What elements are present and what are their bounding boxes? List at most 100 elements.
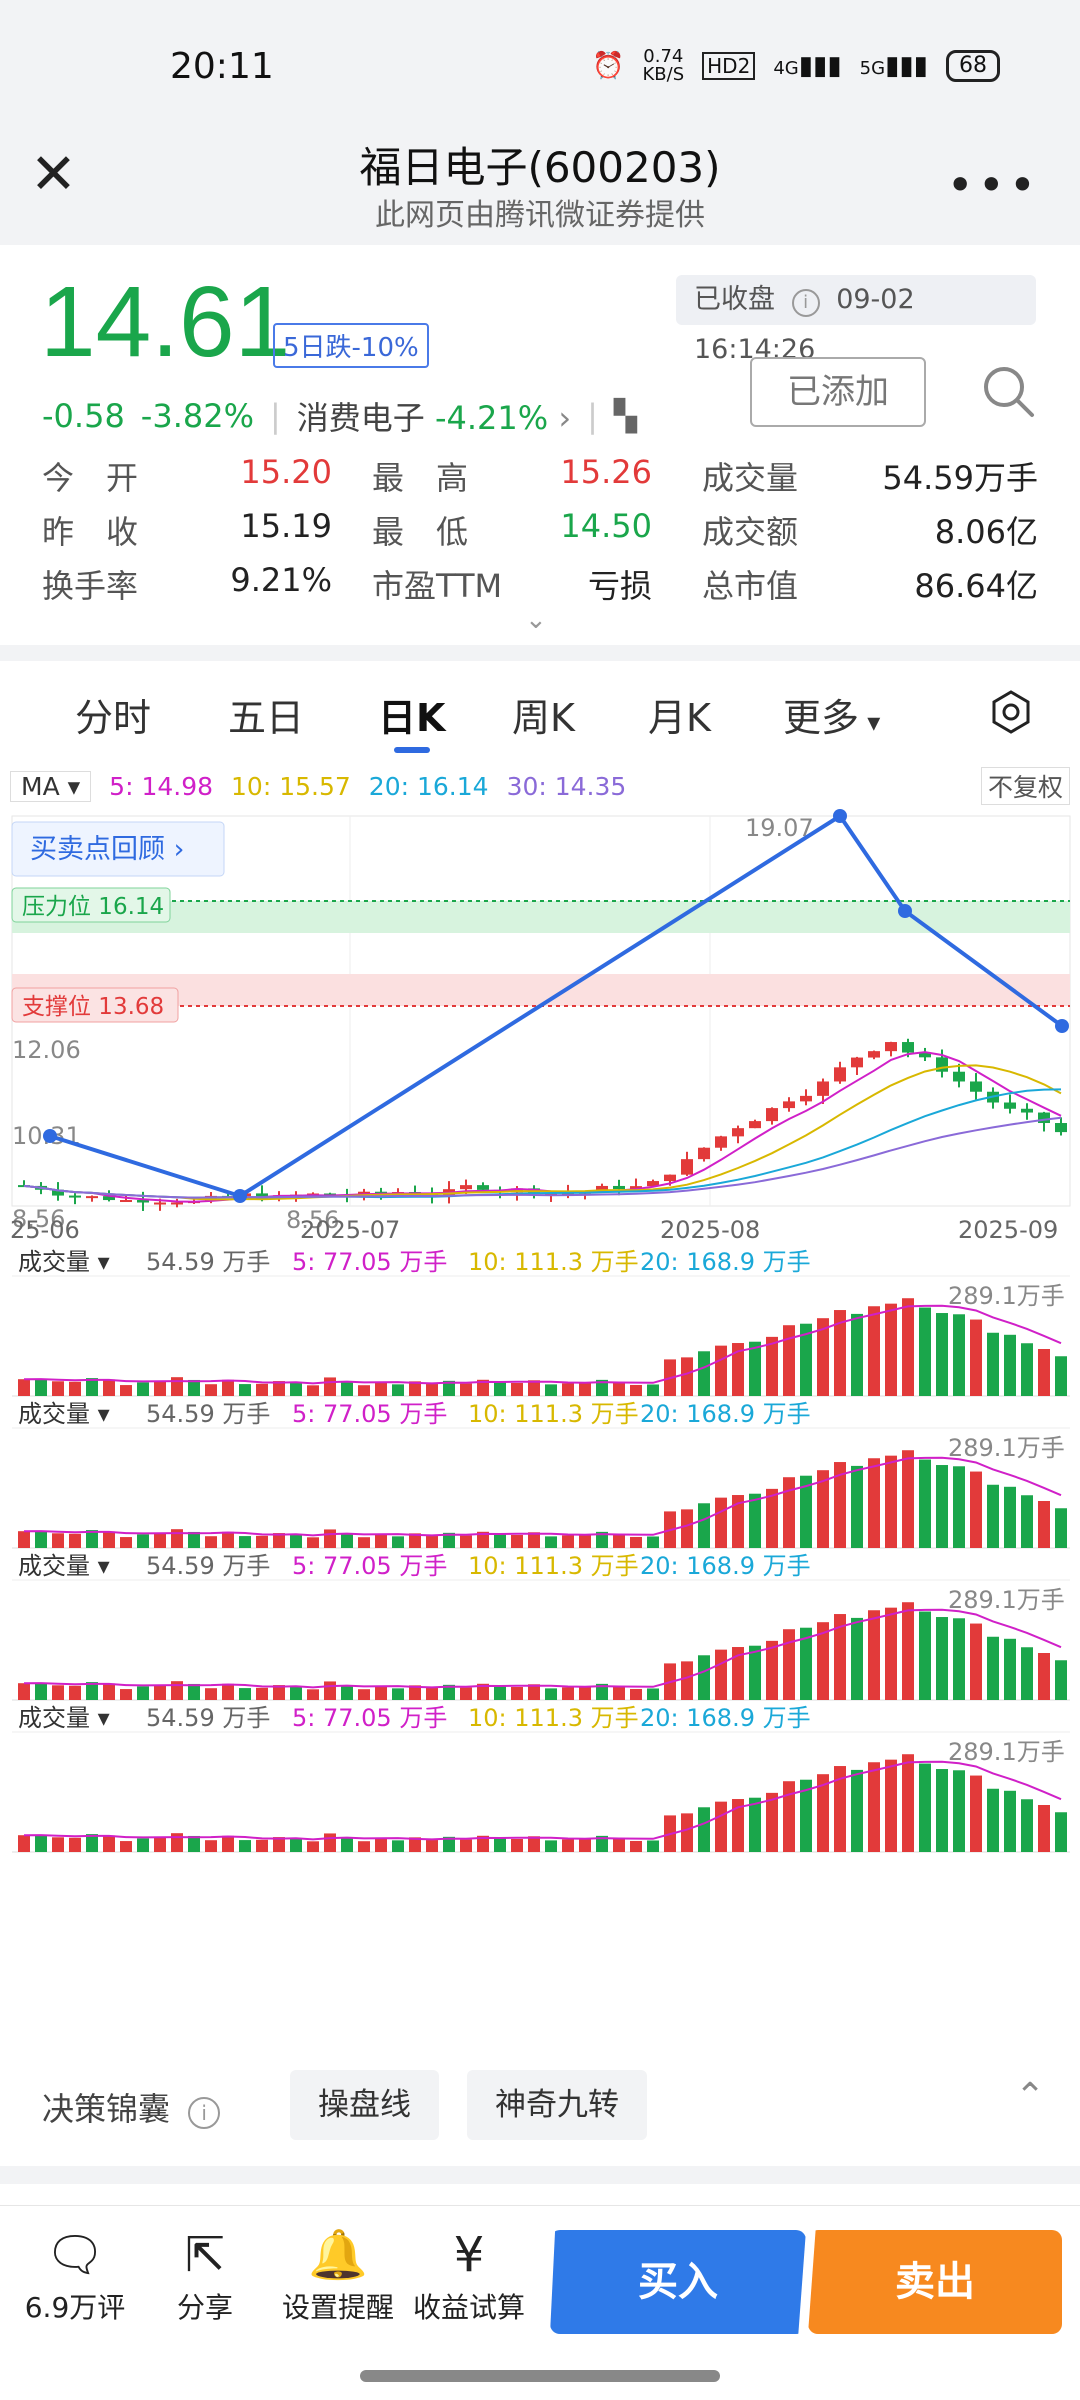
kline-chart[interactable]: MA ▾ 5: 14.98 10: 15.57 20: 16.14 30: 14… <box>0 766 1080 2056</box>
volume-bar <box>256 1383 268 1396</box>
volume-bar <box>936 1769 948 1852</box>
volume-bar <box>579 1686 591 1700</box>
volume-bar <box>919 1611 931 1700</box>
candle-body <box>137 1200 149 1203</box>
volume-bar <box>715 1801 727 1852</box>
volume-bar <box>154 1533 166 1548</box>
chip-magic-nine[interactable]: 神奇九转 <box>467 2070 647 2140</box>
alert-button[interactable]: 🔔 设置提醒 <box>273 2224 403 2326</box>
sell-button[interactable]: 卖出 <box>808 2230 1062 2334</box>
adjust-button[interactable]: 不复权 <box>980 767 1070 805</box>
volume-bar <box>902 1298 914 1396</box>
volume-bar <box>715 1497 727 1548</box>
volume-bar <box>1038 1349 1050 1396</box>
date-label: 25-06 <box>10 1216 80 1244</box>
collapse-chevron-icon[interactable]: ⌃ <box>1015 2076 1046 2117</box>
dropdown-arrow-icon: ▾ <box>859 708 881 738</box>
volume-bar <box>392 1536 404 1548</box>
volume-max-label: 289.1万手 <box>948 1282 1065 1310</box>
tab-5[interactable]: 更多 ▾ <box>783 696 881 740</box>
volume-bar <box>120 1689 132 1700</box>
chip-operation-line[interactable]: 操盘线 <box>290 2070 439 2140</box>
buy-button[interactable]: 买入 <box>550 2230 806 2334</box>
volume-bar <box>783 1325 795 1396</box>
volume-bar <box>766 1640 778 1700</box>
volume-bar <box>69 1837 81 1852</box>
candle-body <box>749 1121 761 1129</box>
volume-bar <box>698 1351 710 1396</box>
volume-bar <box>630 1384 642 1396</box>
tab-3[interactable]: 周K <box>512 696 575 740</box>
separator <box>0 2166 1080 2184</box>
stat-label: 最 高 <box>372 459 469 497</box>
volume-bar <box>239 1536 251 1548</box>
volume-bar <box>528 1380 540 1396</box>
tab-4[interactable]: 月K <box>648 696 711 740</box>
volume-bar <box>681 1509 693 1548</box>
calc-button[interactable]: ¥ 收益试算 <box>404 2224 534 2326</box>
grid-icon[interactable]: ▚ <box>613 398 637 434</box>
candle-body <box>86 1196 98 1199</box>
volume-value: 54.59 万手 <box>146 1552 270 1580</box>
trend-point <box>233 1189 247 1203</box>
volume-bar <box>18 1379 30 1396</box>
volume-bar <box>698 1503 710 1548</box>
stat-value: 15.20 <box>240 453 332 491</box>
price-change-pct: -3.82% <box>140 397 254 435</box>
price-axis-label: 12.06 <box>12 1036 81 1064</box>
market-status: 已收盘 i 09-02 16:14:26 <box>676 275 1036 365</box>
candle-body <box>953 1071 965 1082</box>
volume-bar <box>358 1841 370 1852</box>
volume-bar <box>902 1450 914 1548</box>
volume-bar <box>987 1484 999 1548</box>
volume-bar <box>681 1357 693 1396</box>
volume-bar <box>1004 1790 1016 1852</box>
volume-bar <box>545 1688 557 1700</box>
volume-bar <box>341 1837 353 1852</box>
volume-bar <box>494 1381 506 1396</box>
volume-label: 成交量 ▾ <box>18 1704 110 1732</box>
tab-0[interactable]: 分时 <box>75 696 152 740</box>
info-icon[interactable]: i <box>188 2097 221 2129</box>
hd-icon: HD2 <box>702 52 756 80</box>
volume-bar <box>154 1685 166 1700</box>
volume-bar <box>715 1649 727 1700</box>
comments-button[interactable]: 🗨 6.9万评 <box>10 2224 140 2326</box>
candle-body <box>477 1185 489 1190</box>
volume-bar <box>188 1379 200 1396</box>
quote-row: 换手率 9.21% 市盈TTM 亏损 总市值 86.64亿 <box>42 561 1042 615</box>
volume-bar <box>86 1682 98 1700</box>
more-icon[interactable]: ••• <box>946 158 1040 212</box>
volume-bar <box>375 1534 387 1548</box>
volume-bar <box>392 1688 404 1700</box>
volume-bar <box>647 1384 659 1396</box>
tab-2[interactable]: 日K <box>378 696 446 740</box>
ma-selector[interactable]: MA ▾ <box>10 770 92 802</box>
search-icon[interactable] <box>980 363 1036 419</box>
volume-bar <box>273 1837 285 1852</box>
volume-bar <box>1004 1638 1016 1700</box>
status-icons: ⏰ 0.74 KB/S HD2 4G▮▮▮ 5G▮▮▮ 68 <box>592 48 1000 84</box>
info-icon[interactable]: i <box>791 289 820 317</box>
volume-bar <box>273 1685 285 1700</box>
volume-bar <box>341 1381 353 1396</box>
tab-1[interactable]: 五日 <box>228 696 305 740</box>
volume-bar <box>460 1687 472 1700</box>
volume-bar <box>1055 1660 1067 1700</box>
added-watchlist-button[interactable]: 已添加 <box>750 357 926 427</box>
share-button[interactable]: ⇱ 分享 <box>140 2224 270 2326</box>
volume-bar <box>885 1759 897 1852</box>
candle-body <box>1021 1108 1033 1113</box>
settings-icon[interactable] <box>988 689 1034 735</box>
volume-bar <box>698 1655 710 1700</box>
volume-bar <box>698 1807 710 1852</box>
volume-bar <box>647 1840 659 1852</box>
sector-link[interactable]: 消费电子 -4.21% › <box>296 399 572 437</box>
volume-bar <box>69 1685 81 1700</box>
volume-bar <box>1055 1812 1067 1852</box>
volume-bar <box>477 1379 489 1396</box>
close-icon[interactable]: ✕ <box>30 142 77 207</box>
expand-chevron-icon[interactable]: ⌄ <box>525 605 547 635</box>
volume-bar <box>290 1534 302 1548</box>
volume-bar <box>562 1383 574 1396</box>
